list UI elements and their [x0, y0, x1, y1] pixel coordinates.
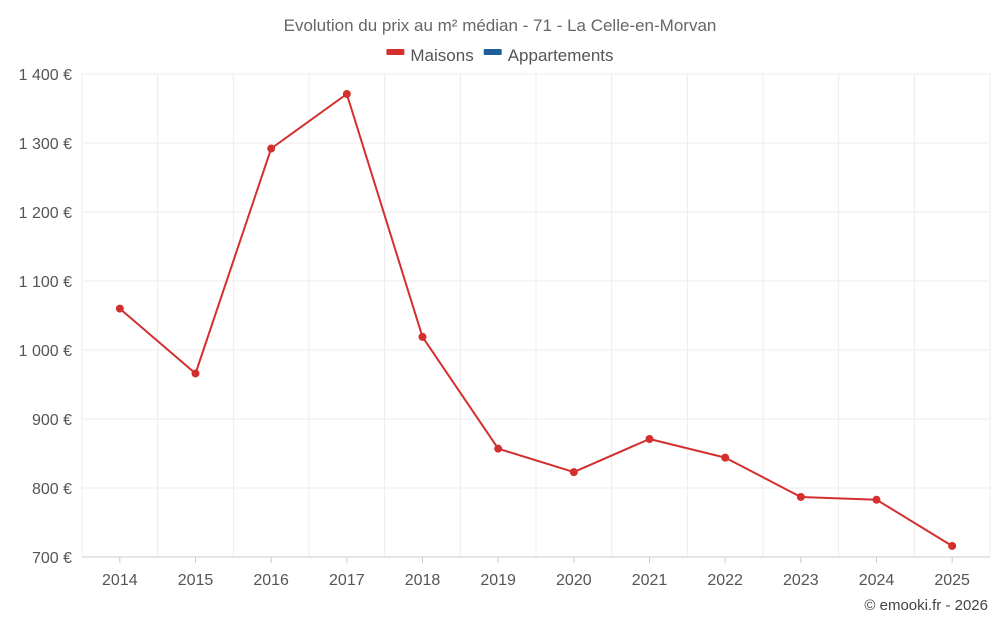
x-tick-label: 2015 — [178, 572, 214, 589]
credit-text: © emooki.fr - 2026 — [864, 597, 988, 614]
data-point[interactable] — [796, 492, 805, 501]
x-tick-label: 2017 — [329, 572, 365, 589]
legend-swatch — [386, 49, 405, 55]
y-tick-label: 900 € — [32, 412, 72, 429]
x-tick-label: 2024 — [859, 572, 895, 589]
y-tick-label: 1 200 € — [19, 205, 72, 222]
x-tick-label: 2016 — [253, 572, 289, 589]
legend-item-appartements[interactable]: Appartements — [483, 46, 614, 65]
chart-grid — [81, 73, 991, 558]
y-tick-label: 1 100 € — [19, 274, 72, 291]
data-point[interactable] — [494, 444, 503, 453]
y-tick-label: 700 € — [32, 550, 72, 567]
x-axis: 2014 2015 2016 2017 2018 2019 2020 2021 2022 2023… — [82, 556, 990, 589]
data-point[interactable] — [115, 304, 124, 313]
data-point[interactable] — [191, 369, 200, 378]
x-tick-label: 2018 — [405, 572, 441, 589]
chart-title: Evolution du prix au m² médian - 71 - La… — [284, 16, 717, 35]
data-point[interactable] — [872, 495, 881, 504]
data-point[interactable] — [418, 332, 427, 341]
x-tick-label: 2019 — [480, 572, 516, 589]
data-point[interactable] — [342, 90, 351, 99]
y-tick-label: 1 400 € — [19, 67, 72, 84]
x-tick-label: 2023 — [783, 572, 819, 589]
data-point[interactable] — [721, 453, 730, 462]
legend-label: Appartements — [508, 46, 614, 65]
x-tick-label: 2021 — [632, 572, 668, 589]
data-point[interactable] — [569, 468, 578, 477]
data-point[interactable] — [267, 144, 276, 153]
x-tick-label: 2022 — [707, 572, 743, 589]
x-tick-label: 2014 — [102, 572, 138, 589]
legend-item-maisons[interactable]: Maisons — [386, 46, 474, 65]
y-tick-label: 1 300 € — [19, 136, 72, 153]
legend-swatch — [483, 49, 502, 55]
data-point[interactable] — [948, 541, 957, 550]
data-point[interactable] — [645, 435, 654, 444]
x-tick-label: 2020 — [556, 572, 592, 589]
y-tick-label: 1 000 € — [19, 343, 72, 360]
legend-label: Maisons — [410, 46, 473, 65]
x-tick-label: 2025 — [934, 572, 970, 589]
series-line-maisons — [119, 93, 953, 547]
y-tick-label: 800 € — [32, 481, 72, 498]
chart-legend: Maisons Appartements — [386, 46, 614, 65]
chart-series — [115, 90, 957, 550]
y-axis: 700 € 800 € 900 € 1 000 € 1 100 € 1 200 € 1 30… — [19, 67, 72, 567]
